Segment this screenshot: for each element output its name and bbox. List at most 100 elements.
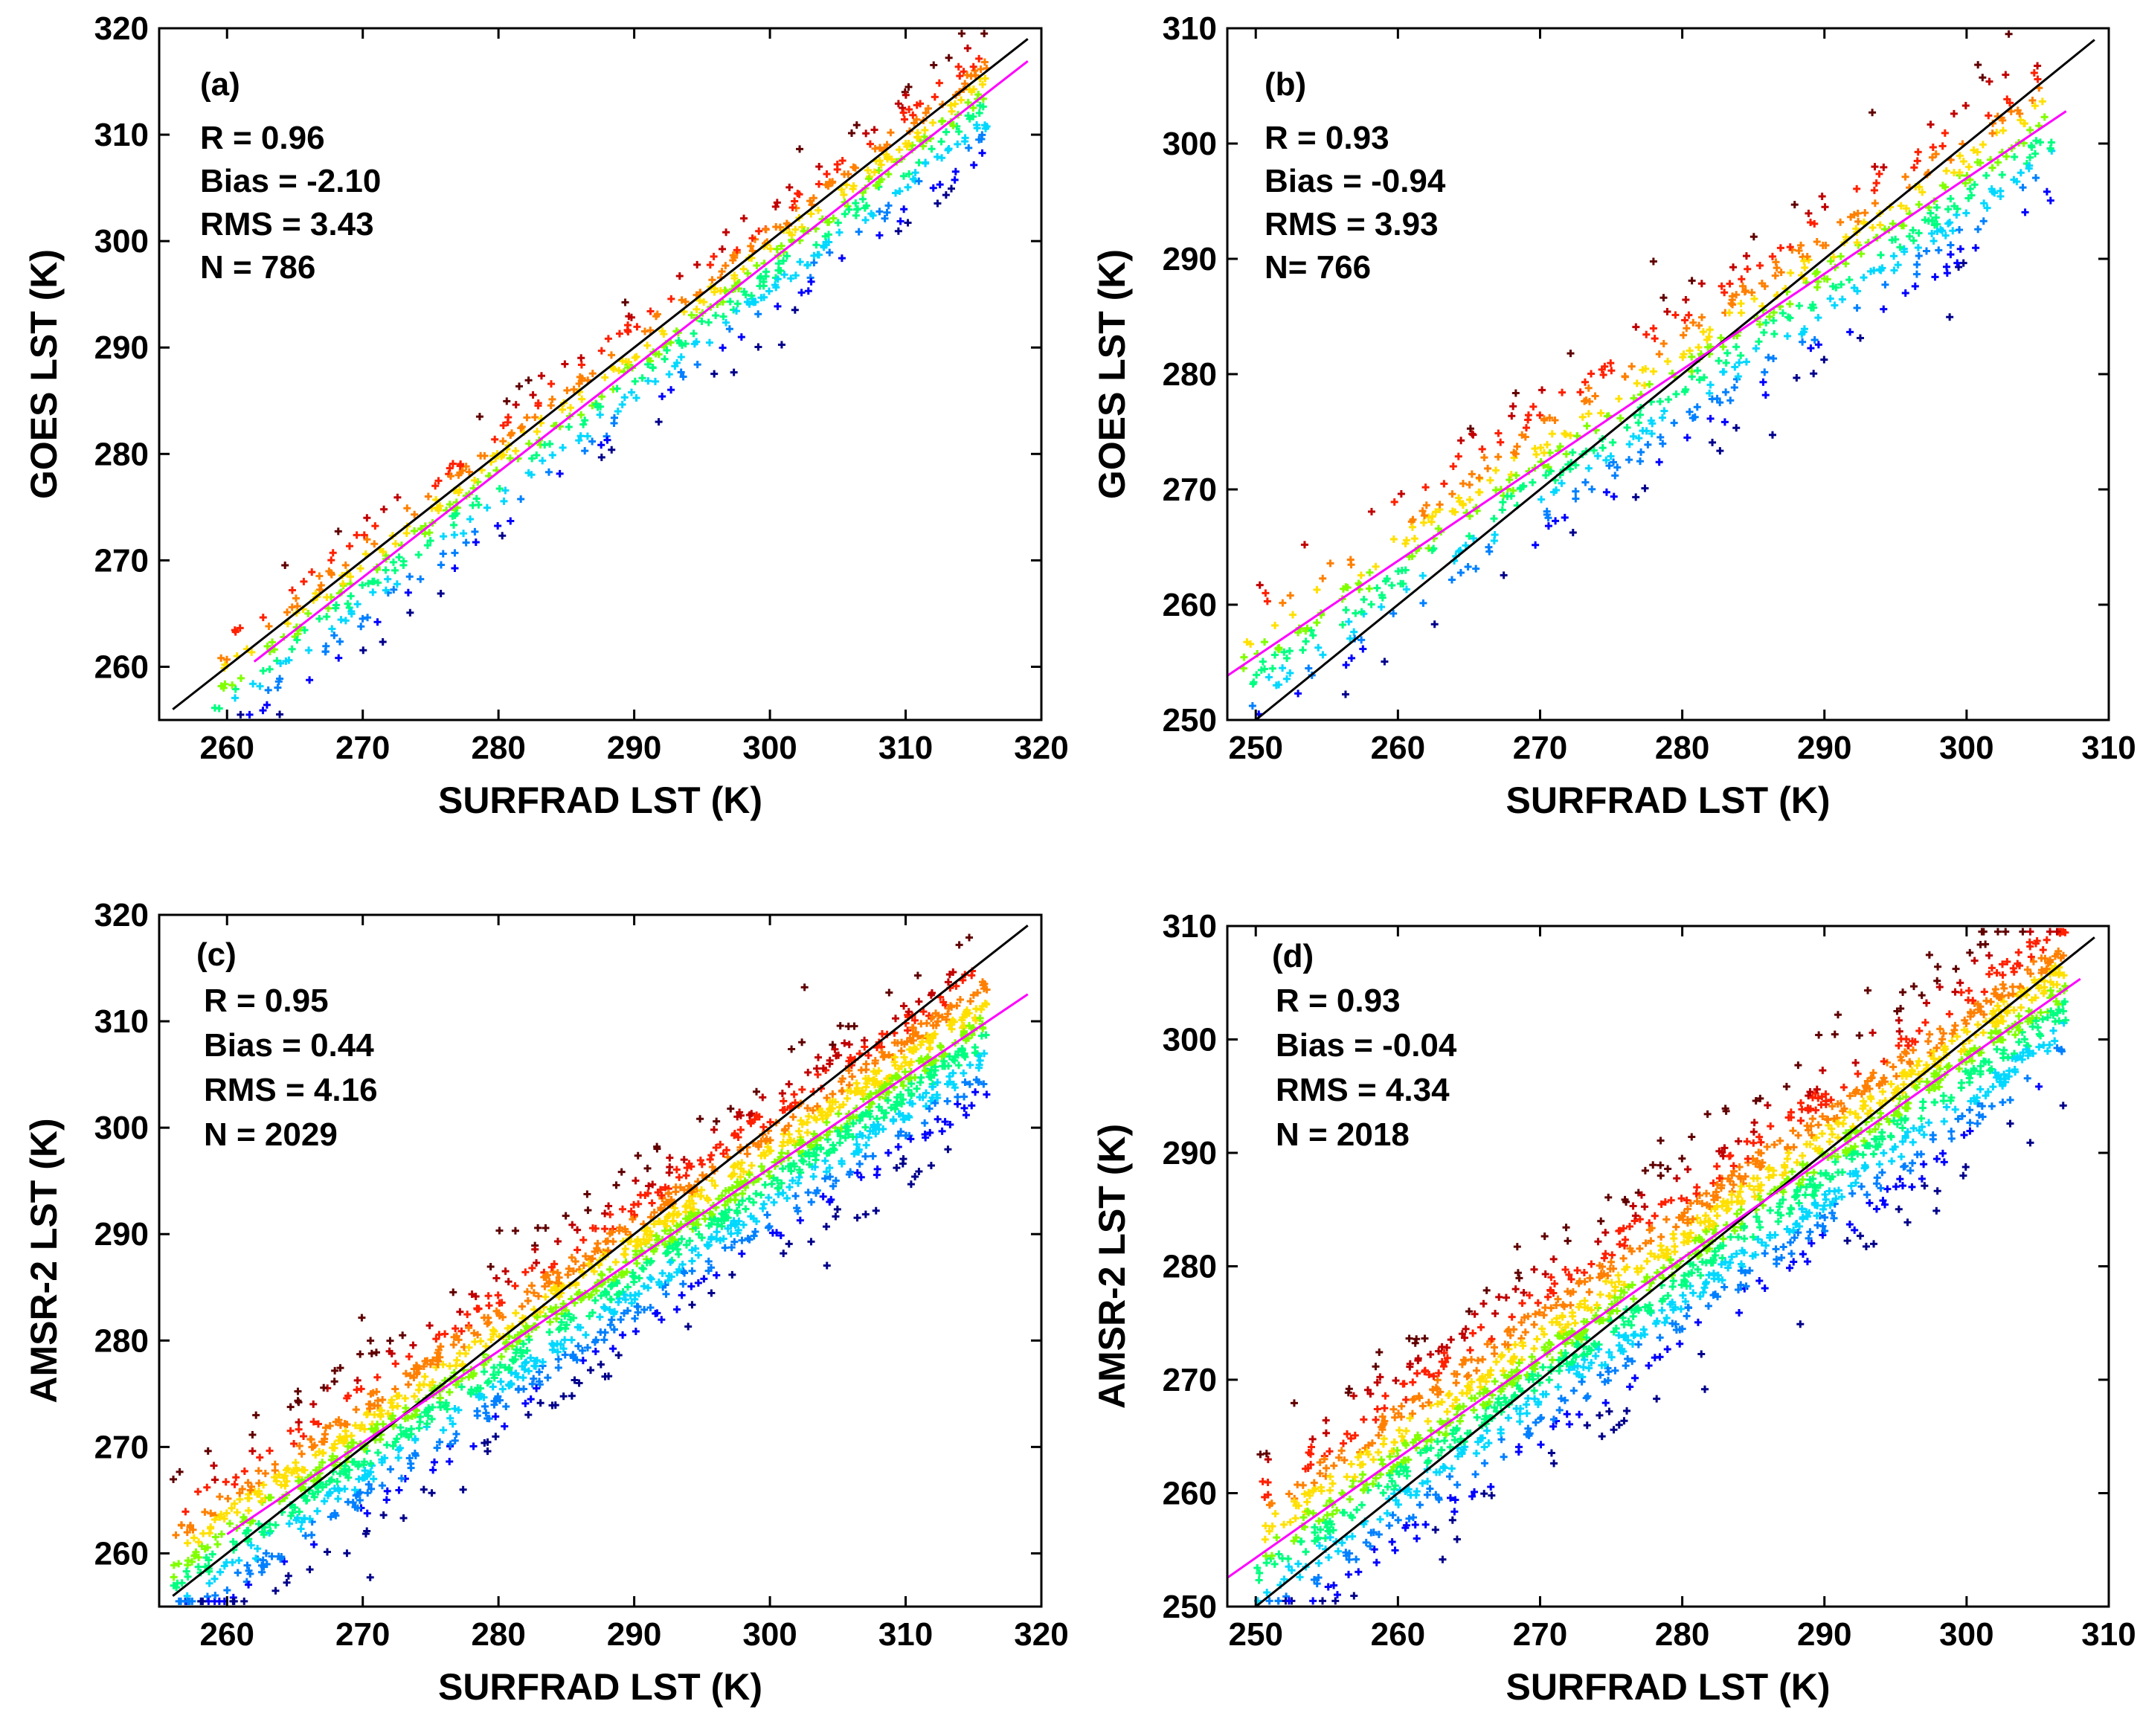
data-point bbox=[621, 298, 629, 306]
data-point bbox=[947, 184, 955, 193]
data-point bbox=[1913, 157, 1921, 165]
data-point bbox=[787, 274, 795, 283]
data-point bbox=[403, 504, 411, 512]
data-point bbox=[1867, 267, 1875, 275]
data-point bbox=[883, 208, 891, 216]
data-point bbox=[1959, 259, 1967, 267]
data-point bbox=[390, 585, 398, 594]
data-point bbox=[667, 295, 675, 303]
data-point bbox=[957, 96, 965, 104]
stat-bias: Bias = -0.94 bbox=[1265, 163, 1446, 199]
x-tick-label: 290 bbox=[1797, 730, 1851, 766]
data-point bbox=[1941, 183, 1950, 191]
data-point bbox=[1697, 313, 1706, 321]
data-point bbox=[922, 159, 930, 167]
data-point bbox=[1556, 443, 1564, 451]
data-point bbox=[881, 214, 889, 222]
data-point bbox=[1983, 204, 1991, 212]
data-point bbox=[439, 550, 447, 558]
data-point bbox=[1709, 438, 1717, 446]
data-point bbox=[1818, 193, 1826, 201]
data-point bbox=[231, 628, 240, 636]
data-point bbox=[1947, 241, 1955, 249]
data-point bbox=[1720, 367, 1728, 376]
data-point bbox=[838, 185, 846, 193]
data-point bbox=[1755, 321, 1764, 329]
data-point bbox=[722, 228, 730, 237]
data-point bbox=[740, 288, 748, 296]
data-point bbox=[974, 91, 983, 99]
data-point bbox=[791, 271, 800, 280]
data-point bbox=[363, 536, 371, 544]
data-point bbox=[1591, 392, 1599, 400]
data-point bbox=[1594, 452, 1602, 460]
data-point bbox=[597, 441, 605, 449]
y-axis-label: AMSR-2 LST (K) bbox=[23, 1118, 65, 1403]
data-point bbox=[875, 167, 883, 175]
x-tick-label: 300 bbox=[742, 730, 797, 766]
data-point bbox=[364, 579, 373, 588]
data-point bbox=[849, 184, 857, 193]
data-point bbox=[1616, 414, 1625, 422]
data-point bbox=[615, 329, 623, 338]
data-point bbox=[1962, 209, 1970, 217]
data-point bbox=[1428, 512, 1436, 521]
data-point bbox=[1688, 353, 1696, 361]
data-point bbox=[1927, 209, 1935, 217]
data-point bbox=[1360, 596, 1368, 604]
data-point bbox=[1922, 247, 1930, 255]
data-point bbox=[512, 447, 520, 455]
data-point bbox=[964, 98, 972, 106]
data-point bbox=[544, 468, 553, 476]
data-point bbox=[730, 274, 739, 283]
data-point bbox=[1644, 440, 1652, 449]
data-point bbox=[421, 530, 429, 538]
data-point bbox=[733, 300, 742, 308]
data-point bbox=[1359, 645, 1367, 653]
data-point bbox=[1924, 204, 1932, 212]
data-point bbox=[969, 104, 977, 112]
data-point bbox=[1283, 675, 1291, 683]
data-point bbox=[1901, 289, 1909, 297]
data-point bbox=[1918, 188, 1927, 196]
data-point bbox=[899, 109, 907, 117]
data-point bbox=[1985, 112, 1993, 120]
data-point bbox=[1420, 518, 1428, 527]
data-point bbox=[712, 312, 720, 320]
data-point bbox=[451, 549, 459, 557]
data-point bbox=[1319, 574, 1327, 582]
data-point bbox=[1663, 308, 1671, 316]
data-point bbox=[472, 539, 480, 547]
data-point bbox=[1970, 181, 1979, 189]
y-tick-label: 290 bbox=[94, 1216, 149, 1253]
data-point bbox=[283, 608, 292, 617]
data-point bbox=[1537, 443, 1545, 451]
data-point bbox=[1942, 167, 1950, 175]
data-point bbox=[613, 385, 621, 393]
data-point bbox=[477, 451, 485, 460]
data-point bbox=[1853, 184, 1861, 193]
data-point bbox=[776, 223, 784, 231]
data-point bbox=[362, 550, 370, 558]
data-point bbox=[1464, 562, 1472, 570]
data-point bbox=[1979, 141, 1987, 149]
data-point bbox=[866, 140, 874, 148]
data-point bbox=[417, 575, 425, 583]
data-point bbox=[1776, 244, 1784, 252]
data-point bbox=[1457, 437, 1465, 445]
data-point bbox=[577, 354, 585, 362]
data-point bbox=[1722, 388, 1730, 396]
data-point bbox=[504, 414, 512, 422]
data-point bbox=[1307, 626, 1315, 634]
data-point bbox=[452, 509, 460, 518]
data-point bbox=[1906, 232, 1914, 240]
data-point bbox=[973, 124, 981, 132]
data-point bbox=[719, 344, 727, 352]
data-point bbox=[458, 466, 466, 475]
data-point bbox=[601, 373, 609, 382]
data-point bbox=[965, 115, 974, 123]
data-point bbox=[434, 504, 443, 512]
data-point bbox=[954, 62, 963, 71]
data-point bbox=[1313, 585, 1321, 594]
data-point bbox=[384, 575, 392, 583]
